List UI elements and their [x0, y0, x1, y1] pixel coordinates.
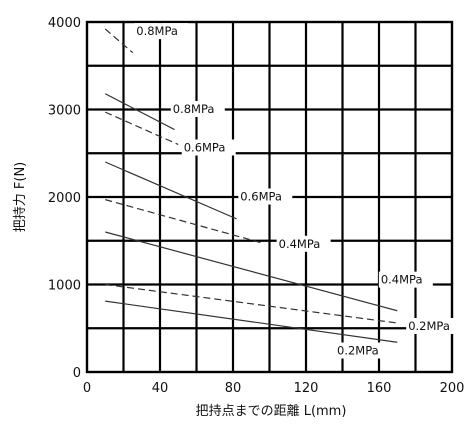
series-label-bg: [276, 235, 331, 252]
x-tick-label: 160: [367, 381, 392, 396]
x-tick-label: 200: [440, 381, 465, 396]
series-line-02MPa-solid: [105, 300, 398, 343]
y-tick-label: 1000: [48, 279, 81, 294]
y-tick-label: 3000: [48, 104, 81, 119]
series-line-08MPa-dashed: [104, 28, 134, 54]
series-label: 0.6MPa: [240, 190, 282, 204]
series-line-06MPa-solid: [105, 161, 237, 220]
y-tick-label: 2000: [48, 191, 81, 206]
x-axis-title: 把持点までの距離 L(mm): [196, 404, 347, 419]
plot-frame: [85, 20, 454, 374]
series-label-bg: [406, 318, 461, 334]
x-tick-label: 80: [225, 381, 242, 396]
series-line-02MPa-dashed: [105, 283, 398, 324]
x-tick-label: 120: [294, 381, 319, 396]
x-tick-label: 0: [83, 381, 91, 396]
series-lines: [104, 28, 398, 343]
series-label-bg: [181, 139, 236, 156]
series-label: 0.2MPa: [408, 319, 450, 333]
x-tick-label: 40: [152, 381, 169, 396]
series-label: 0.6MPa: [184, 141, 226, 155]
series-label: 0.8MPa: [173, 102, 215, 116]
y-tick-label: 4000: [48, 16, 81, 31]
series-label: 0.2MPa: [337, 344, 379, 358]
series-label-bg: [238, 188, 293, 205]
series-line-08MPa-solid: [104, 93, 175, 131]
y-axis-title: 把持力 F(N): [13, 162, 28, 232]
series-label: 0.4MPa: [381, 273, 423, 287]
series-label-bg: [378, 271, 433, 288]
series-label-bg: [170, 101, 225, 117]
series-label-bg: [134, 23, 189, 40]
y-tick-label: 0: [73, 366, 81, 381]
series-label: 0.4MPa: [279, 237, 321, 251]
series-labels: 0.8MPa 0.8MPa 0.6MPa 0.6MPa 0.4MPa 0.4MPa 0.2M…: [134, 23, 461, 359]
series-line-04MPa-solid: [105, 231, 398, 312]
series-label: 0.8MPa: [136, 24, 178, 38]
series-line-04MPa-dashed: [105, 199, 261, 244]
series-label-bg: [335, 342, 390, 359]
series-line-06MPa-dashed: [105, 111, 179, 146]
